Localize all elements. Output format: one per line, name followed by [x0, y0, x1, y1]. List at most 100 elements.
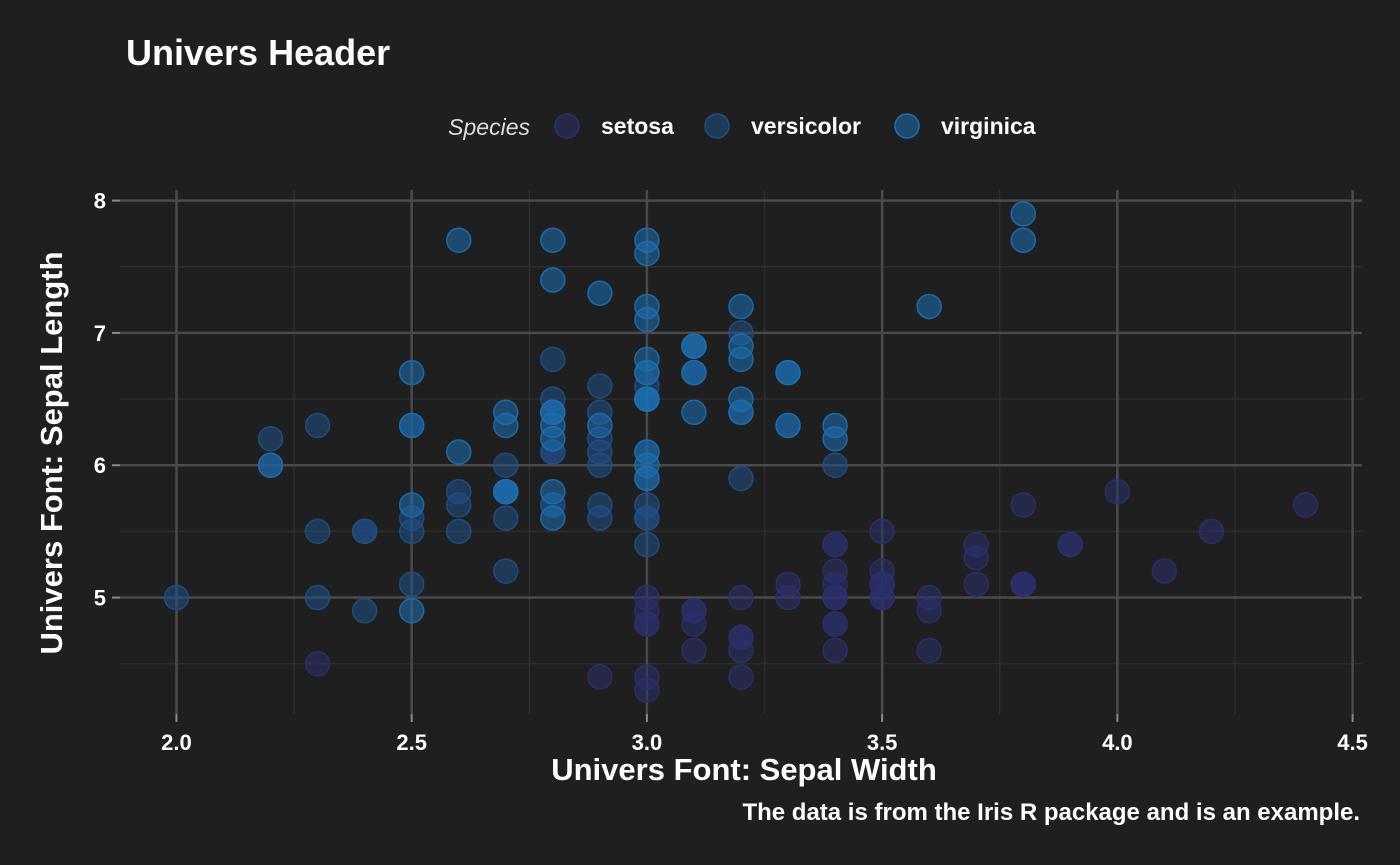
data-point: [869, 518, 895, 545]
data-point: [869, 584, 895, 611]
legend-swatch-setosa: [554, 113, 580, 139]
y-axis-ticks: 5 6 7 8: [94, 189, 120, 611]
legend-label-virginica: virginica: [941, 113, 1036, 139]
data-point: [398, 492, 425, 518]
data-point: [445, 478, 472, 505]
data-point: [775, 412, 801, 439]
data-point: [822, 571, 848, 598]
data-point: [257, 452, 284, 478]
data-point: [634, 664, 660, 690]
data-point: [963, 571, 989, 598]
data-point: [587, 412, 613, 439]
x-tick-label: 2.0: [161, 730, 192, 755]
data-point: [398, 518, 425, 545]
data-point: [822, 611, 848, 637]
data-point: [398, 571, 425, 598]
chart-caption: The data is from the Iris R package and …: [742, 799, 1360, 826]
x-tick-label: 4.0: [1102, 730, 1133, 755]
legend-title: Species: [448, 114, 530, 140]
data-points: [163, 201, 1319, 703]
data-point: [540, 505, 566, 531]
data-point: [728, 465, 754, 492]
data-point: [822, 637, 848, 664]
data-point: [304, 584, 331, 611]
data-point: [540, 412, 566, 439]
data-point: [963, 545, 989, 571]
data-point: [775, 584, 801, 611]
x-axis-ticks: 2.0 2.5 3.0 3.5 4.0 4.5: [161, 714, 1368, 755]
data-point: [493, 505, 519, 531]
data-point: [540, 227, 566, 254]
data-point: [634, 531, 660, 558]
legend: Species setosa versicolor virginica: [448, 113, 1036, 140]
data-point: [493, 558, 519, 584]
legend-label-setosa: setosa: [601, 113, 674, 139]
data-point: [1010, 227, 1037, 254]
data-point: [587, 452, 613, 478]
x-tick-label: 2.5: [396, 730, 427, 755]
data-point: [728, 346, 754, 373]
data-point: [1151, 558, 1178, 584]
data-point: [493, 478, 519, 505]
series-setosa: [304, 478, 1319, 703]
y-tick-label: 5: [94, 586, 106, 611]
data-point: [728, 584, 754, 611]
data-point: [634, 492, 660, 518]
legend-swatch-versicolor: [704, 113, 730, 139]
data-point: [634, 465, 660, 492]
data-point: [916, 293, 942, 320]
data-point: [398, 598, 425, 624]
data-point: [587, 664, 613, 690]
data-point: [775, 359, 801, 386]
data-point: [493, 452, 519, 478]
data-point: [351, 598, 378, 624]
legend-label-versicolor: versicolor: [751, 113, 861, 139]
data-point: [634, 584, 660, 611]
data-point: [822, 452, 848, 478]
y-axis-title: Univers Font: Sepal Length: [34, 251, 69, 654]
data-point: [681, 333, 707, 359]
data-point: [445, 439, 472, 465]
data-point: [822, 426, 848, 452]
data-point: [681, 399, 707, 426]
data-point: [634, 359, 660, 386]
legend-swatch-virginica: [894, 113, 920, 139]
data-point: [728, 637, 754, 664]
data-point: [540, 267, 566, 293]
data-point: [445, 227, 472, 254]
data-point: [869, 558, 895, 584]
data-point: [587, 373, 613, 399]
data-point: [916, 637, 942, 664]
data-point: [1292, 492, 1319, 518]
data-point: [1198, 518, 1225, 545]
data-point: [163, 584, 190, 611]
data-point: [634, 293, 660, 320]
data-point: [1010, 571, 1037, 598]
data-point: [587, 492, 613, 518]
data-point: [681, 637, 707, 664]
data-point: [398, 359, 425, 386]
chart-title: Univers Header: [126, 32, 390, 73]
x-axis-title: Univers Font: Sepal Width: [551, 752, 937, 787]
data-point: [540, 346, 566, 373]
data-point: [257, 426, 284, 452]
x-tick-label: 3.0: [632, 730, 663, 755]
y-tick-label: 8: [94, 189, 106, 214]
data-point: [304, 518, 331, 545]
data-point: [634, 611, 660, 637]
y-tick-label: 6: [94, 453, 106, 478]
data-point: [587, 280, 613, 306]
data-point: [351, 518, 378, 545]
data-point: [634, 227, 660, 254]
data-point: [398, 412, 425, 439]
data-point: [1010, 492, 1037, 518]
data-point: [493, 412, 519, 439]
data-point: [1057, 531, 1084, 558]
data-point: [304, 412, 331, 439]
data-point: [681, 359, 707, 386]
data-point: [304, 650, 331, 677]
data-point: [916, 598, 942, 624]
data-point: [1104, 478, 1131, 505]
x-tick-label: 4.5: [1337, 730, 1368, 755]
